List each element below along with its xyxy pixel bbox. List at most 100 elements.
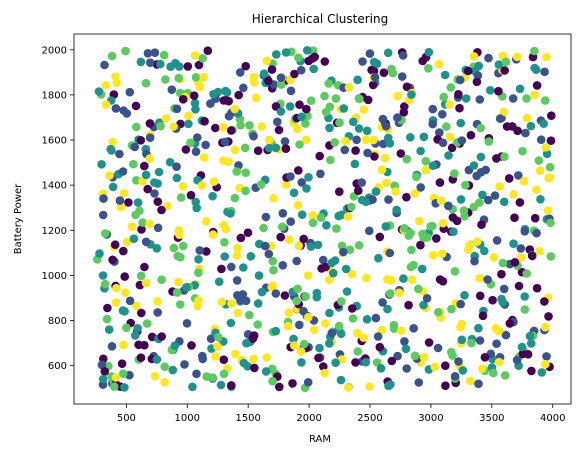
scatter-point (478, 190, 487, 200)
scatter-point (483, 275, 492, 284)
scatter-point (469, 161, 479, 170)
scatter-point (286, 217, 296, 226)
scatter-point (302, 46, 312, 55)
scatter-point (534, 156, 544, 165)
scatter-point (467, 338, 476, 348)
scatter-point (172, 104, 182, 114)
scatter-point (187, 341, 196, 350)
scatter-point (370, 152, 379, 161)
scatter-point (280, 137, 290, 146)
scatter-point (500, 371, 510, 380)
scatter-point (136, 136, 146, 145)
scatter-point (385, 248, 395, 258)
scatter-point (201, 140, 210, 150)
scatter-point (397, 72, 407, 81)
scatter-point (236, 121, 245, 130)
scatter-point (290, 69, 299, 79)
scatter-point (178, 182, 188, 191)
scatter-point (460, 291, 469, 300)
scatter-point (544, 312, 553, 321)
scatter-point (335, 118, 344, 127)
scatter-point (358, 57, 367, 66)
scatter-point (138, 218, 147, 227)
scatter-point (494, 60, 504, 69)
scatter-point (527, 251, 537, 261)
scatter-point (220, 238, 229, 247)
scatter-point (208, 230, 218, 239)
scatter-point (509, 190, 518, 199)
scatter-point (440, 70, 450, 80)
scatter-point (304, 313, 313, 322)
scatter-point (195, 246, 204, 255)
scatter-point (478, 311, 488, 321)
scatter-point (363, 148, 372, 158)
scatter-point (249, 354, 258, 364)
scatter-point (495, 114, 505, 123)
y-tick-label: 1400 (42, 181, 67, 192)
scatter-point (543, 206, 553, 215)
scatter-point (253, 320, 262, 329)
scatter-point (514, 171, 523, 180)
scatter-point (536, 135, 546, 144)
scatter-point (438, 110, 447, 119)
scatter-point (402, 192, 411, 202)
scatter-point (166, 62, 175, 71)
scatter-point (97, 160, 106, 169)
scatter-point (526, 121, 536, 131)
scatter-point (159, 50, 169, 60)
scatter-point (383, 275, 392, 284)
scatter-point (145, 219, 154, 229)
scatter-point (100, 229, 110, 238)
scatter-point (324, 275, 334, 285)
scatter-point (140, 262, 149, 272)
scatter-point (337, 297, 346, 306)
scatter-point (491, 324, 501, 333)
scatter-point (424, 64, 433, 73)
scatter-point (122, 109, 132, 118)
scatter-point (469, 52, 479, 61)
scatter-point (233, 291, 242, 300)
scatter-point (156, 59, 165, 69)
scatter-point (119, 246, 128, 256)
scatter-point (410, 189, 420, 198)
scatter-point (541, 322, 550, 332)
scatter-point (547, 111, 556, 120)
scatter-point (342, 287, 352, 296)
scatter-point (489, 252, 499, 262)
scatter-point (335, 187, 344, 196)
scatter-point (435, 128, 444, 137)
scatter-point (509, 239, 518, 248)
scatter-point (182, 319, 192, 328)
scatter-point (129, 234, 139, 243)
scatter-point (165, 157, 175, 167)
x-tick-label: 2000 (296, 413, 321, 424)
scatter-point (230, 193, 240, 203)
scatter-point (334, 211, 344, 221)
scatter-point (231, 349, 240, 359)
scatter-point (293, 200, 303, 210)
scatter-point (233, 243, 242, 253)
scatter-point (99, 194, 108, 203)
scatter-point (211, 352, 220, 361)
scatter-point (480, 353, 490, 362)
scatter-point (98, 374, 108, 384)
scatter-point (191, 73, 201, 82)
scatter-point (226, 318, 236, 328)
scatter-point (264, 249, 274, 259)
scatter-point (276, 107, 286, 116)
scatter-point (211, 123, 220, 133)
scatter-point (389, 320, 399, 330)
scatter-point (379, 68, 389, 77)
scatter-point (312, 288, 322, 298)
scatter-point (111, 298, 121, 307)
scatter-point (400, 224, 409, 233)
scatter-point (475, 291, 485, 301)
scatter-point (172, 173, 182, 183)
scatter-point (249, 131, 258, 141)
scatter-point (115, 196, 125, 205)
scatter-point (331, 94, 341, 103)
scatter-point (362, 315, 372, 324)
scatter-point (394, 288, 404, 298)
scatter-point (426, 222, 435, 231)
